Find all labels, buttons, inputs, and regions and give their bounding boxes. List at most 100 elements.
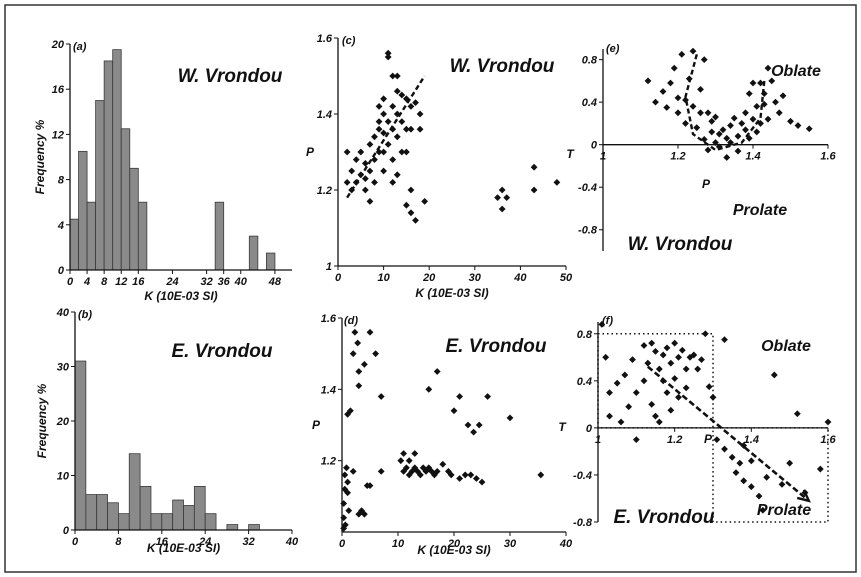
bar: [172, 499, 184, 531]
data-point: [640, 377, 648, 385]
bar: [129, 167, 139, 271]
data-point: [682, 365, 690, 373]
data-point: [384, 118, 392, 125]
data-point: [760, 100, 768, 108]
data-point: [403, 125, 410, 133]
data-point: [407, 103, 415, 110]
data-point: [732, 469, 740, 476]
bar: [193, 485, 206, 531]
data-point: [721, 445, 728, 453]
data-point: [340, 500, 348, 507]
data-point: [659, 351, 667, 359]
y-axis-label: P: [312, 418, 321, 432]
bar: [248, 235, 259, 271]
x-tick-label: 36: [218, 276, 231, 288]
data-point: [621, 371, 629, 379]
data-point: [377, 393, 385, 400]
y-tick-label: 16: [52, 84, 65, 96]
data-point: [689, 103, 697, 110]
x-tick-label: 40: [513, 272, 527, 284]
data-point: [389, 179, 397, 186]
y-tick-label: 1.2: [317, 185, 332, 197]
data-point: [723, 154, 731, 161]
bar: [161, 513, 174, 531]
data-point: [403, 95, 410, 103]
panel-d: 0 10 20 30 40 1.2 1.4 1.6 K (10E-03 SI) P (d) E. Vr…: [312, 313, 573, 557]
data-point: [475, 421, 483, 429]
panel-label: (c): [342, 35, 356, 47]
y-tick-label: 0: [58, 265, 65, 277]
data-point: [348, 167, 356, 175]
data-point: [757, 120, 764, 127]
data-point: [655, 365, 663, 373]
x-tick-label: 10: [377, 272, 390, 284]
data-point: [675, 353, 682, 361]
y-tick-label: 10: [57, 471, 70, 483]
data-point: [537, 471, 545, 479]
data-point: [708, 117, 716, 125]
data-point: [366, 198, 374, 205]
data-point: [723, 134, 731, 142]
bar: [74, 360, 87, 531]
data-point: [411, 450, 419, 457]
data-point: [380, 167, 387, 175]
y-axis-label: P: [306, 145, 315, 159]
trend-arrow: [647, 365, 810, 502]
data-point: [375, 125, 383, 133]
data-point: [467, 471, 475, 479]
data-point: [498, 186, 506, 194]
data-point: [398, 91, 406, 99]
data-point: [470, 428, 477, 436]
y-tick-label: 0: [586, 423, 593, 435]
x-tick-label: 16: [156, 536, 169, 548]
data-point: [778, 480, 786, 488]
data-point: [384, 49, 392, 57]
y-tick-label: 0.4: [582, 97, 597, 109]
data-point: [759, 506, 767, 514]
y-tick-label: 1: [326, 261, 332, 273]
data-point: [412, 99, 419, 106]
bar: [112, 49, 122, 271]
panel-title: E. Vrondou: [446, 336, 547, 357]
data-point: [366, 167, 374, 175]
data-point: [361, 175, 369, 182]
data-point: [757, 79, 764, 87]
data-point: [712, 139, 719, 146]
data-point: [755, 492, 763, 500]
panel-b: 0 8 16 24 32 40 0 10 20 30 40 K (10E-03 SI) Frequenc…: [35, 307, 299, 555]
data-point: [670, 64, 678, 72]
data-point: [749, 79, 757, 87]
x-tick-label: 32: [200, 276, 212, 288]
data-point: [667, 79, 674, 87]
bar: [139, 485, 152, 531]
bar: [128, 453, 141, 531]
x-tick-label: 30: [469, 272, 482, 284]
data-point: [389, 156, 397, 163]
data-point: [361, 160, 369, 167]
x-axis-label: P: [704, 432, 713, 446]
data-point: [655, 418, 663, 426]
x-tick-label: 20: [447, 538, 461, 550]
data-point: [682, 96, 689, 104]
data-point: [345, 507, 353, 514]
panel-label: (b): [78, 309, 92, 321]
y-tick-label: -0.8: [573, 517, 593, 529]
y-tick-label: 0: [591, 140, 598, 152]
x-axis-label: P: [702, 177, 711, 191]
data-point: [461, 471, 469, 479]
data-point: [349, 467, 357, 475]
data-point: [398, 118, 406, 125]
data-point: [357, 148, 365, 156]
data-point: [705, 383, 713, 391]
data-point: [671, 375, 679, 382]
data-point: [433, 368, 441, 375]
data-point: [772, 98, 779, 106]
data-point: [793, 410, 801, 418]
x-tick-label: 32: [242, 536, 254, 548]
data-point: [355, 368, 363, 375]
data-point: [613, 379, 621, 387]
data-point: [357, 171, 365, 179]
y-tick-label: 1.6: [321, 313, 337, 325]
data-point: [412, 217, 419, 224]
